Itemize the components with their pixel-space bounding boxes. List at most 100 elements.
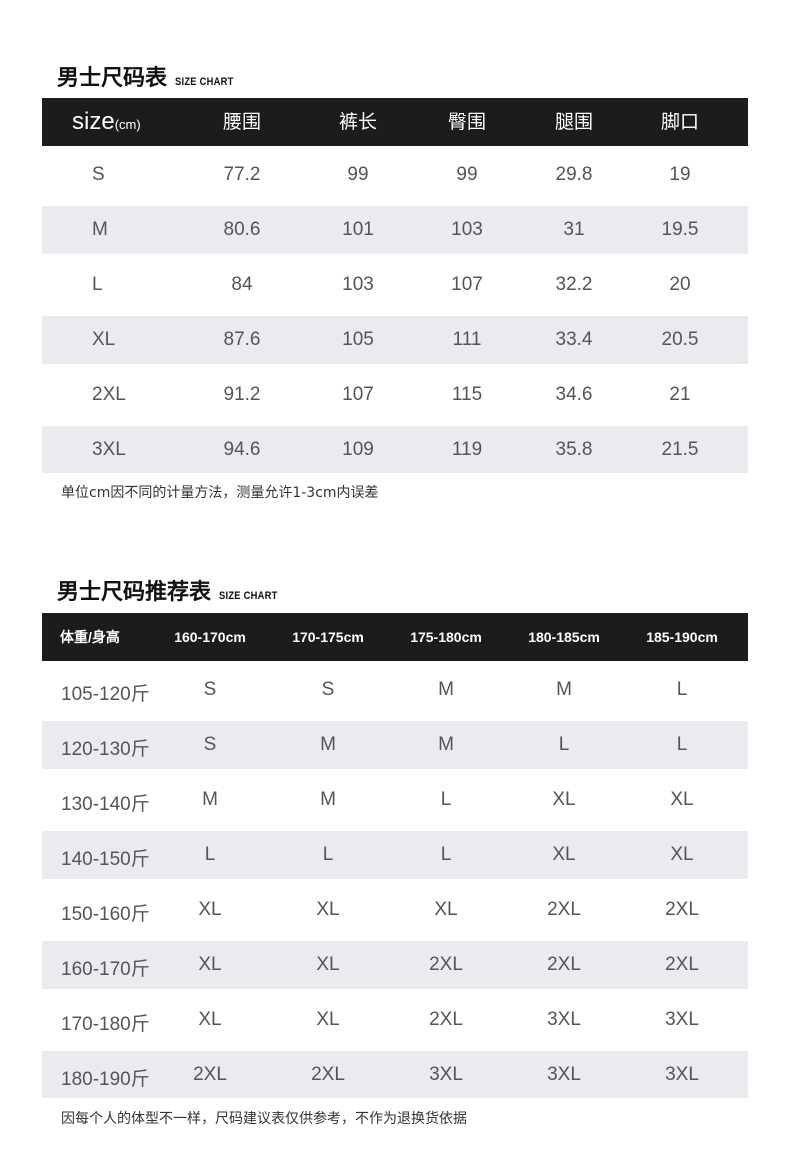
value-cell: 109 <box>342 439 374 460</box>
value-cell: 94.6 <box>223 439 261 460</box>
size-cell: XL <box>198 954 222 975</box>
weight-label: 130-140斤 <box>61 794 150 815</box>
size-cell: 2XL <box>311 1064 345 1085</box>
recommend-chart-title-en: SIZE CHART <box>219 590 278 602</box>
value-cell: 111 <box>452 329 482 350</box>
value-cell: 119 <box>451 439 483 460</box>
size-chart-title-zh: 男士尺码表 <box>57 66 168 91</box>
weight-label: 150-160斤 <box>61 904 150 925</box>
size-cell: L <box>558 734 570 755</box>
size-cell: 3XL <box>547 1064 581 1085</box>
size-cell: 2XL <box>429 1009 463 1030</box>
table-row: 180-190斤 2XL 2XL 3XL 3XL 3XL <box>42 1051 748 1098</box>
size-cell: XL <box>670 789 694 810</box>
size-label: XL <box>92 329 116 350</box>
value-cell: 34.6 <box>555 384 593 405</box>
size-cell: XL <box>552 844 576 865</box>
size-chart-note: 单位cm因不同的计量方法，测量允许1-3cm内误差 <box>61 485 379 501</box>
value-cell: 20 <box>669 274 691 295</box>
table-row: S 77.2 99 99 29.8 19 <box>42 146 748 206</box>
size-label: S <box>92 164 105 185</box>
weight-label: 120-130斤 <box>61 739 150 760</box>
header-height-range: 180-185cm <box>528 629 600 645</box>
value-cell: 20.5 <box>661 329 699 350</box>
table-row: 130-140斤 M M L XL XL <box>42 769 748 831</box>
size-cell: 2XL <box>193 1064 227 1085</box>
size-label: 3XL <box>92 439 126 460</box>
size-cell: L <box>676 679 688 700</box>
value-cell: 19 <box>669 164 691 185</box>
header-weight-height: 体重/身高 <box>60 629 120 645</box>
size-cell: XL <box>316 954 340 975</box>
header-height-range: 185-190cm <box>646 629 718 645</box>
weight-label: 170-180斤 <box>61 1014 150 1035</box>
value-cell: 84 <box>231 274 253 295</box>
table-row: 170-180斤 XL XL 2XL 3XL 3XL <box>42 989 748 1051</box>
recommend-chart-note: 因每个人的体型不一样，尺码建议表仅供参考，不作为退换货依据 <box>61 1111 467 1127</box>
size-cell: L <box>440 844 452 865</box>
table-row: 140-150斤 L L L XL XL <box>42 831 748 879</box>
size-chart-title-en: SIZE CHART <box>175 76 234 88</box>
size-cell: XL <box>198 899 222 920</box>
value-cell: 80.6 <box>223 219 261 240</box>
value-cell: 107 <box>451 274 483 295</box>
table-row: L 84 103 107 32.2 20 <box>42 254 748 316</box>
weight-label: 140-150斤 <box>61 849 150 870</box>
value-cell: 77.2 <box>223 164 261 185</box>
header-length: 裤长 <box>338 111 377 133</box>
value-cell: 35.8 <box>555 439 593 460</box>
size-cell: 2XL <box>547 954 581 975</box>
value-cell: 105 <box>342 329 374 350</box>
size-cell: L <box>322 844 334 865</box>
size-cell: M <box>438 734 454 755</box>
header-hem: 脚口 <box>660 111 699 133</box>
size-cell: 2XL <box>665 954 699 975</box>
size-cell: L <box>440 789 452 810</box>
recommend-chart-title-zh: 男士尺码推荐表 <box>57 580 212 605</box>
size-cell: XL <box>198 1009 222 1030</box>
size-chart-title: 男士尺码表 SIZE CHART <box>57 60 244 92</box>
size-cell: XL <box>670 844 694 865</box>
size-cell: S <box>203 679 217 700</box>
size-cell: L <box>204 844 216 865</box>
value-cell: 99 <box>456 164 478 185</box>
value-cell: 115 <box>451 384 483 405</box>
size-cell: M <box>202 789 218 810</box>
value-cell: 101 <box>342 219 374 240</box>
size-cell: M <box>556 679 572 700</box>
size-cell: M <box>320 789 336 810</box>
table-row: 105-120斤 S S M M L <box>42 661 748 721</box>
table-row: 120-130斤 S M M L L <box>42 721 748 769</box>
value-cell: 103 <box>342 274 374 295</box>
table-row: 150-160斤 XL XL XL 2XL 2XL <box>42 879 748 941</box>
value-cell: 29.8 <box>555 164 593 185</box>
value-cell: 19.5 <box>661 219 699 240</box>
header-height-range: 175-180cm <box>410 629 482 645</box>
value-cell: 91.2 <box>223 384 261 405</box>
size-cell: XL <box>316 899 340 920</box>
value-cell: 87.6 <box>223 329 261 350</box>
recommend-chart-title: 男士尺码推荐表 SIZE CHART <box>57 574 288 606</box>
size-cell: S <box>321 679 335 700</box>
size-label: M <box>92 219 108 240</box>
header-height-range: 160-170cm <box>174 629 246 645</box>
value-cell: 33.4 <box>555 329 593 350</box>
size-cell: XL <box>552 789 576 810</box>
size-cell: M <box>438 679 454 700</box>
size-header-main: size <box>72 108 115 135</box>
weight-label: 105-120斤 <box>61 684 150 705</box>
table-row: 3XL 94.6 109 119 35.8 21.5 <box>42 426 748 473</box>
size-cell: 3XL <box>547 1009 581 1030</box>
size-cell: 3XL <box>665 1064 699 1085</box>
value-cell: 99 <box>347 164 369 185</box>
size-cell: S <box>203 734 217 755</box>
size-cell: 2XL <box>429 954 463 975</box>
size-cell: L <box>676 734 688 755</box>
size-label: 2XL <box>92 384 126 405</box>
value-cell: 21 <box>669 384 691 405</box>
value-cell: 31 <box>563 219 585 240</box>
value-cell: 107 <box>342 384 374 405</box>
size-chart-header: size(cm) 腰围 裤长 臀围 腿围 脚口 <box>42 98 748 146</box>
header-waist: 腰围 <box>222 111 261 133</box>
header-thigh: 腿围 <box>554 111 593 133</box>
